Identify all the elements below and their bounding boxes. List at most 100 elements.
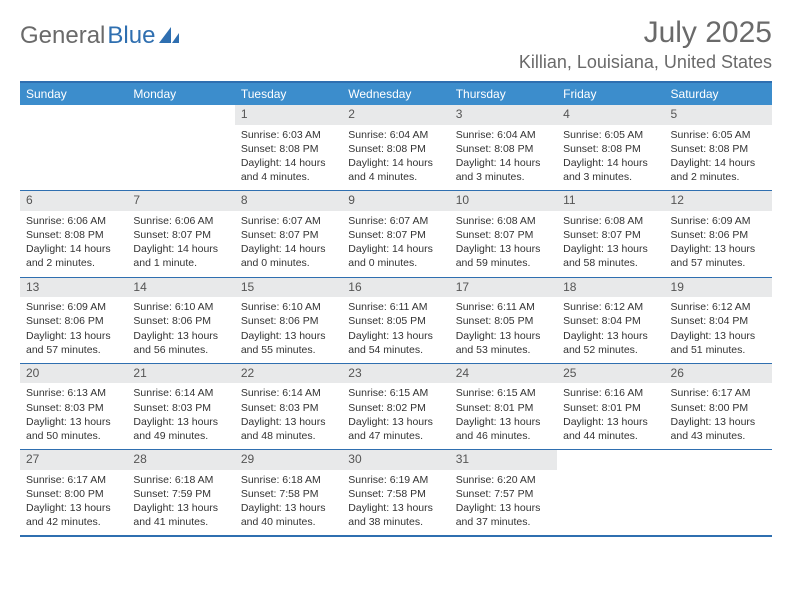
day-cell: 28Sunrise: 6:18 AMSunset: 7:59 PMDayligh… [127, 450, 234, 535]
day-cell: 4Sunrise: 6:05 AMSunset: 8:08 PMDaylight… [557, 105, 664, 190]
daylight-line: Daylight: 14 hours and 0 minutes. [241, 242, 336, 270]
daylight-line: Daylight: 13 hours and 59 minutes. [456, 242, 551, 270]
day-body: Sunrise: 6:12 AMSunset: 8:04 PMDaylight:… [557, 297, 664, 363]
sunrise-line: Sunrise: 6:04 AM [456, 128, 551, 142]
day-cell: 16Sunrise: 6:11 AMSunset: 8:05 PMDayligh… [342, 278, 449, 363]
sunrise-line: Sunrise: 6:10 AM [133, 300, 228, 314]
sunrise-line: Sunrise: 6:06 AM [26, 214, 121, 228]
day-body: Sunrise: 6:20 AMSunset: 7:57 PMDaylight:… [450, 470, 557, 536]
daylight-line: Daylight: 14 hours and 4 minutes. [348, 156, 443, 184]
day-cell: 25Sunrise: 6:16 AMSunset: 8:01 PMDayligh… [557, 364, 664, 449]
sunset-line: Sunset: 8:08 PM [26, 228, 121, 242]
logo: GeneralBlue [20, 16, 181, 50]
day-of-week-row: SundayMondayTuesdayWednesdayThursdayFrid… [20, 83, 772, 105]
daylight-line: Daylight: 13 hours and 54 minutes. [348, 329, 443, 357]
daylight-line: Daylight: 13 hours and 44 minutes. [563, 415, 658, 443]
day-body: Sunrise: 6:07 AMSunset: 8:07 PMDaylight:… [235, 211, 342, 277]
daylight-line: Daylight: 14 hours and 3 minutes. [456, 156, 551, 184]
day-cell: 13Sunrise: 6:09 AMSunset: 8:06 PMDayligh… [20, 278, 127, 363]
sunset-line: Sunset: 8:05 PM [348, 314, 443, 328]
day-body: Sunrise: 6:09 AMSunset: 8:06 PMDaylight:… [665, 211, 772, 277]
day-body: Sunrise: 6:06 AMSunset: 8:07 PMDaylight:… [127, 211, 234, 277]
day-number: 15 [235, 278, 342, 298]
day-body: Sunrise: 6:19 AMSunset: 7:58 PMDaylight:… [342, 470, 449, 536]
sunset-line: Sunset: 8:08 PM [456, 142, 551, 156]
daylight-line: Daylight: 13 hours and 47 minutes. [348, 415, 443, 443]
day-cell [127, 105, 234, 190]
sunset-line: Sunset: 8:05 PM [456, 314, 551, 328]
sunrise-line: Sunrise: 6:15 AM [456, 386, 551, 400]
daylight-line: Daylight: 13 hours and 38 minutes. [348, 501, 443, 529]
logo-text-1: General [20, 22, 105, 50]
day-cell: 6Sunrise: 6:06 AMSunset: 8:08 PMDaylight… [20, 191, 127, 276]
day-cell: 30Sunrise: 6:19 AMSunset: 7:58 PMDayligh… [342, 450, 449, 535]
sunrise-line: Sunrise: 6:06 AM [133, 214, 228, 228]
sunrise-line: Sunrise: 6:18 AM [133, 473, 228, 487]
day-number: 3 [450, 105, 557, 125]
sunset-line: Sunset: 8:00 PM [26, 487, 121, 501]
day-number: 23 [342, 364, 449, 384]
sunrise-line: Sunrise: 6:17 AM [26, 473, 121, 487]
daylight-line: Daylight: 13 hours and 57 minutes. [26, 329, 121, 357]
day-number: 31 [450, 450, 557, 470]
daylight-line: Daylight: 14 hours and 4 minutes. [241, 156, 336, 184]
day-body: Sunrise: 6:18 AMSunset: 7:58 PMDaylight:… [235, 470, 342, 536]
day-body: Sunrise: 6:17 AMSunset: 8:00 PMDaylight:… [665, 383, 772, 449]
sunset-line: Sunset: 8:02 PM [348, 401, 443, 415]
daylight-line: Daylight: 13 hours and 52 minutes. [563, 329, 658, 357]
day-cell: 29Sunrise: 6:18 AMSunset: 7:58 PMDayligh… [235, 450, 342, 535]
day-of-week-label: Monday [127, 83, 234, 105]
sunset-line: Sunset: 8:03 PM [241, 401, 336, 415]
day-of-week-label: Wednesday [342, 83, 449, 105]
sunrise-line: Sunrise: 6:14 AM [133, 386, 228, 400]
day-of-week-label: Friday [557, 83, 664, 105]
sunrise-line: Sunrise: 6:08 AM [456, 214, 551, 228]
sunrise-line: Sunrise: 6:11 AM [348, 300, 443, 314]
daylight-line: Daylight: 14 hours and 2 minutes. [671, 156, 766, 184]
sunset-line: Sunset: 8:04 PM [563, 314, 658, 328]
logo-sail-icon [159, 27, 181, 45]
day-number: 22 [235, 364, 342, 384]
day-cell: 12Sunrise: 6:09 AMSunset: 8:06 PMDayligh… [665, 191, 772, 276]
week-row: 6Sunrise: 6:06 AMSunset: 8:08 PMDaylight… [20, 191, 772, 277]
day-of-week-label: Saturday [665, 83, 772, 105]
sunrise-line: Sunrise: 6:05 AM [563, 128, 658, 142]
sunset-line: Sunset: 7:57 PM [456, 487, 551, 501]
day-number: 8 [235, 191, 342, 211]
title-block: July 2025 Killian, Louisiana, United Sta… [519, 16, 772, 73]
sunrise-line: Sunrise: 6:03 AM [241, 128, 336, 142]
sunset-line: Sunset: 8:06 PM [671, 228, 766, 242]
sunset-line: Sunset: 8:00 PM [671, 401, 766, 415]
day-body: Sunrise: 6:15 AMSunset: 8:01 PMDaylight:… [450, 383, 557, 449]
day-of-week-label: Tuesday [235, 83, 342, 105]
day-number: 12 [665, 191, 772, 211]
day-number: 6 [20, 191, 127, 211]
day-cell: 26Sunrise: 6:17 AMSunset: 8:00 PMDayligh… [665, 364, 772, 449]
sunset-line: Sunset: 8:06 PM [26, 314, 121, 328]
daylight-line: Daylight: 13 hours and 53 minutes. [456, 329, 551, 357]
day-cell: 3Sunrise: 6:04 AMSunset: 8:08 PMDaylight… [450, 105, 557, 190]
sunrise-line: Sunrise: 6:11 AM [456, 300, 551, 314]
day-cell: 21Sunrise: 6:14 AMSunset: 8:03 PMDayligh… [127, 364, 234, 449]
day-number: 1 [235, 105, 342, 125]
daylight-line: Daylight: 13 hours and 49 minutes. [133, 415, 228, 443]
day-body: Sunrise: 6:10 AMSunset: 8:06 PMDaylight:… [127, 297, 234, 363]
sunset-line: Sunset: 8:07 PM [563, 228, 658, 242]
header: GeneralBlue July 2025 Killian, Louisiana… [20, 16, 772, 73]
sunset-line: Sunset: 8:08 PM [563, 142, 658, 156]
daylight-line: Daylight: 13 hours and 57 minutes. [671, 242, 766, 270]
day-cell: 11Sunrise: 6:08 AMSunset: 8:07 PMDayligh… [557, 191, 664, 276]
day-body: Sunrise: 6:04 AMSunset: 8:08 PMDaylight:… [450, 125, 557, 191]
day-body: Sunrise: 6:18 AMSunset: 7:59 PMDaylight:… [127, 470, 234, 536]
day-cell: 2Sunrise: 6:04 AMSunset: 8:08 PMDaylight… [342, 105, 449, 190]
day-body: Sunrise: 6:13 AMSunset: 8:03 PMDaylight:… [20, 383, 127, 449]
daylight-line: Daylight: 13 hours and 40 minutes. [241, 501, 336, 529]
logo-text-2: Blue [107, 22, 155, 50]
day-cell: 10Sunrise: 6:08 AMSunset: 8:07 PMDayligh… [450, 191, 557, 276]
day-cell: 5Sunrise: 6:05 AMSunset: 8:08 PMDaylight… [665, 105, 772, 190]
daylight-line: Daylight: 13 hours and 58 minutes. [563, 242, 658, 270]
daylight-line: Daylight: 13 hours and 43 minutes. [671, 415, 766, 443]
day-number: 19 [665, 278, 772, 298]
day-body: Sunrise: 6:14 AMSunset: 8:03 PMDaylight:… [127, 383, 234, 449]
sunrise-line: Sunrise: 6:13 AM [26, 386, 121, 400]
